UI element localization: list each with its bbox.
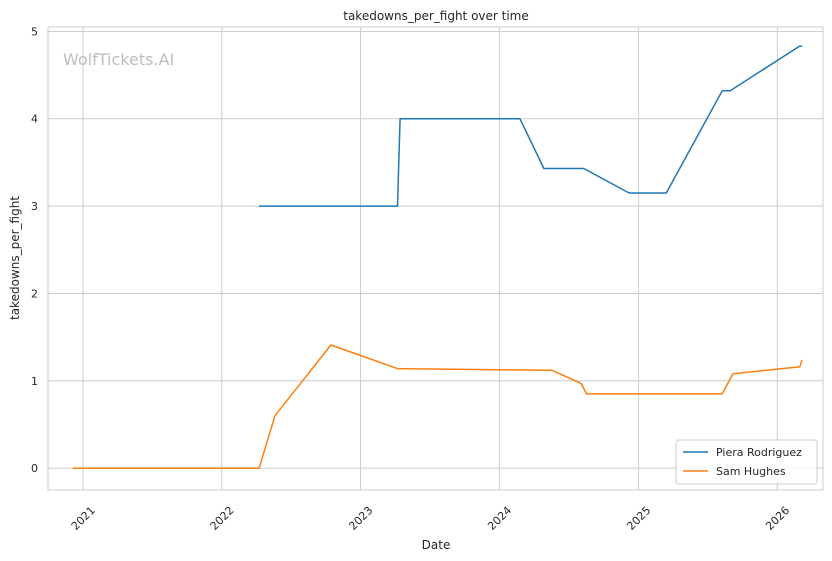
plot-area	[48, 27, 823, 490]
series-line-sam-hughes	[72, 344, 803, 469]
watermark: WolfTickets.AI	[63, 50, 174, 69]
y-tick-label-3: 3	[31, 200, 38, 213]
y-tick-label-5: 5	[31, 25, 38, 38]
y-tick-label-2: 2	[31, 287, 38, 300]
y-tick-label-0: 0	[31, 462, 38, 475]
y-tick-label-1: 1	[31, 375, 38, 388]
y-axis-title: takedowns_per_fight	[8, 196, 22, 320]
y-tick-label-4: 4	[31, 113, 38, 126]
series-line-piera-rodriguez	[259, 45, 803, 207]
legend-label-sam-hughes: Sam Hughes	[716, 465, 786, 478]
x-gridlines	[82, 27, 778, 490]
series-layer	[72, 45, 803, 469]
legend-label-piera-rodriguez: Piera Rodriguez	[716, 446, 802, 459]
chart-title: takedowns_per_fight over time	[343, 9, 529, 23]
plot-frame	[47, 26, 824, 491]
y-tick-labels: 0 1 2 3 4 5	[31, 25, 38, 475]
legend: Piera Rodriguez Sam Hughes	[675, 439, 818, 485]
legend-box	[675, 439, 818, 485]
x-axis-title: Date	[422, 538, 451, 552]
